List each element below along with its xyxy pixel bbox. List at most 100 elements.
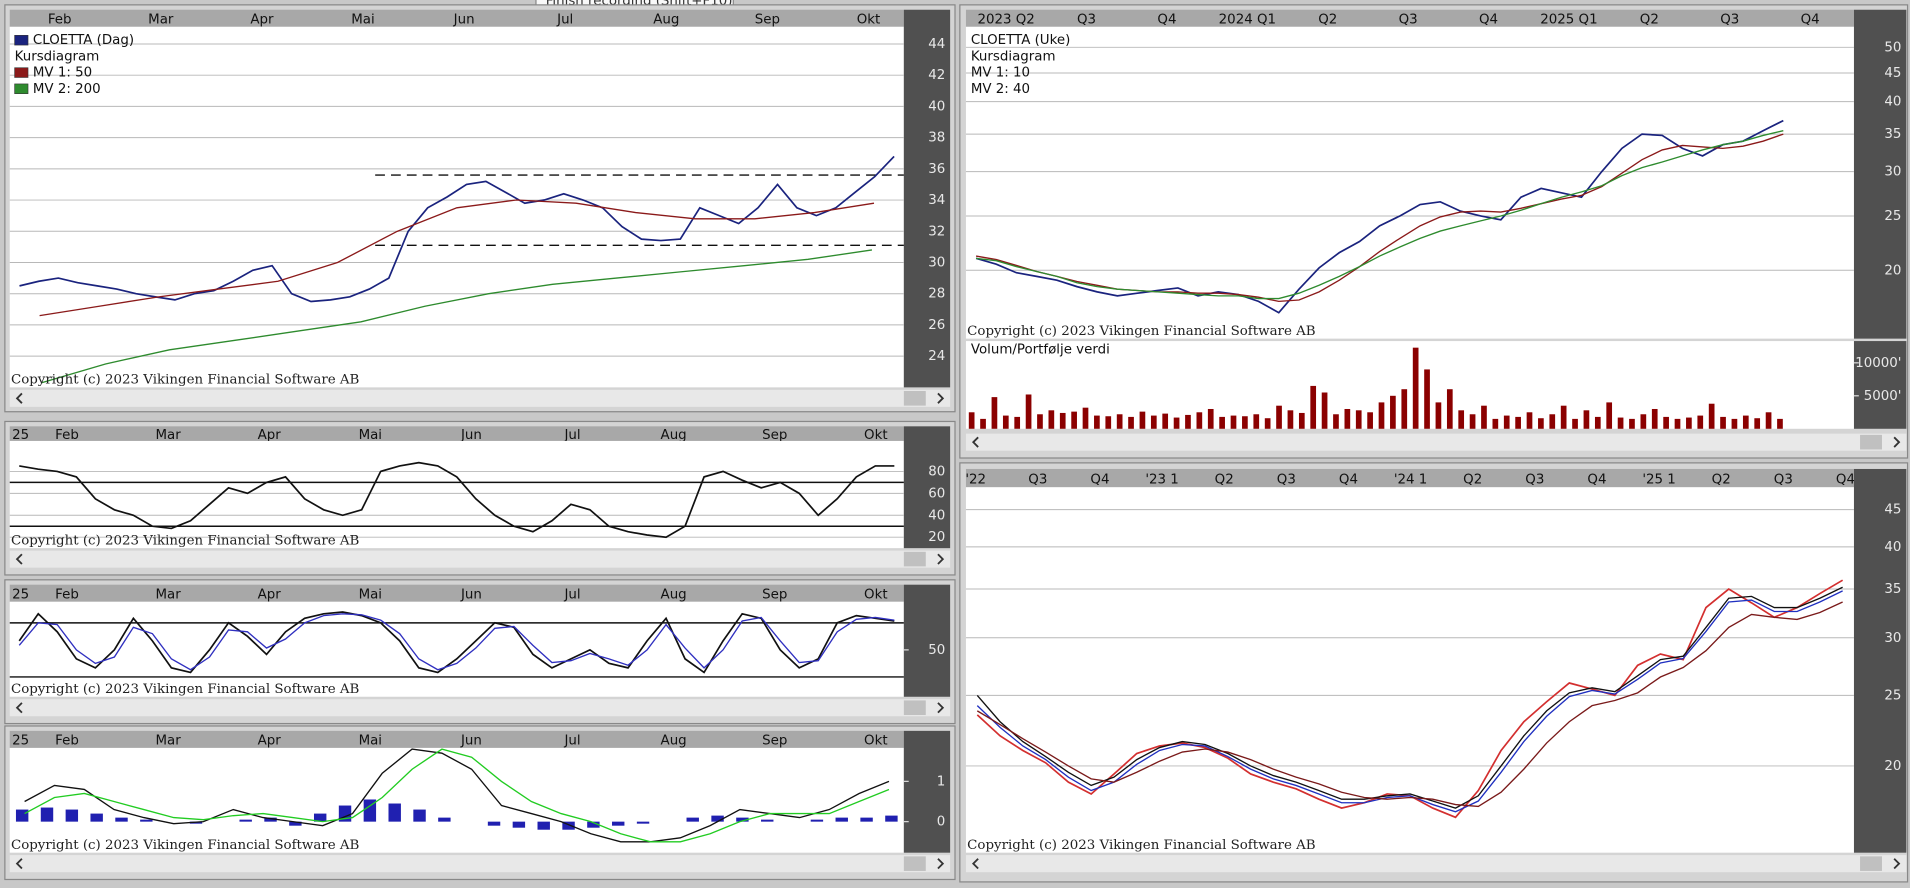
copyright: Copyright (c) 2023 Vikingen Financial So…: [967, 838, 1316, 853]
header-label: Aug: [653, 12, 679, 27]
legend-swatch: [14, 35, 29, 46]
scroll-left[interactable]: [15, 702, 23, 714]
header-label: Feb: [48, 12, 72, 27]
scrollbar-track[interactable]: [9, 855, 951, 873]
y-tick-label: 38: [928, 131, 945, 146]
header-label: Jun: [460, 428, 482, 443]
bar: [239, 819, 252, 822]
bar: [264, 817, 277, 822]
bar: [1697, 415, 1704, 429]
header-label: Q2: [1318, 12, 1337, 27]
header-label: Jun: [453, 12, 475, 27]
y-tick-label: 50: [928, 643, 945, 658]
bar: [991, 397, 998, 429]
scroll-left[interactable]: [971, 436, 979, 448]
header-label: Sep: [762, 734, 787, 749]
bar: [1128, 416, 1134, 429]
scroll-right[interactable]: [937, 392, 945, 404]
bar: [1094, 415, 1100, 429]
y-tick-label: 35: [1884, 127, 1901, 142]
header-label: Apr: [258, 734, 282, 749]
bar: [1458, 410, 1465, 429]
header-label: Q2: [1463, 472, 1482, 487]
bar: [1333, 414, 1339, 429]
bar: [537, 821, 550, 830]
value-axis: [1853, 468, 1907, 853]
y-tick-label: 20: [1884, 759, 1901, 774]
y-tick-label: 44: [928, 37, 945, 52]
bar: [1321, 392, 1328, 429]
bar: [761, 819, 774, 822]
legend-swatch: [14, 83, 29, 94]
scrollbar-track[interactable]: [965, 855, 1907, 873]
scroll-left[interactable]: [15, 858, 23, 870]
scrollbar-thumb[interactable]: [1860, 856, 1882, 871]
bar: [612, 821, 625, 826]
scrollbar-thumb[interactable]: [903, 700, 926, 716]
header-label: Jul: [556, 12, 573, 27]
header-bar: [9, 584, 904, 602]
bar: [1162, 413, 1169, 429]
y-tick-label: 45: [1884, 503, 1901, 518]
header-label: Mar: [155, 587, 181, 602]
scroll-left[interactable]: [15, 553, 23, 565]
series-line: [19, 155, 895, 303]
bar: [1014, 416, 1021, 429]
scroll-right[interactable]: [1893, 858, 1901, 870]
plot-area: [965, 487, 1854, 853]
bar: [980, 418, 986, 429]
y-tick-label: 10000': [1855, 356, 1901, 371]
bar: [1230, 415, 1237, 429]
scrollbar-thumb[interactable]: [903, 391, 926, 406]
value-axis: [1853, 9, 1907, 339]
bar: [1173, 417, 1180, 429]
header-label: Feb: [55, 428, 79, 443]
scroll-right[interactable]: [937, 553, 945, 565]
bar: [1731, 418, 1738, 429]
header-bar: [965, 468, 1854, 488]
header-label: Q3: [1720, 12, 1739, 27]
scroll-right[interactable]: [1893, 436, 1901, 448]
scrollbar-track[interactable]: [9, 550, 951, 568]
y-tick-label: 25: [1884, 209, 1901, 224]
header-label: Q2: [1712, 472, 1731, 487]
scroll-right[interactable]: [937, 858, 945, 870]
scrollbar-thumb[interactable]: [903, 551, 926, 567]
legend-swatch: [14, 67, 29, 78]
header-label: Q4: [1339, 472, 1358, 487]
bar: [1298, 412, 1305, 429]
header-lead: 25: [12, 587, 29, 602]
bar: [388, 803, 401, 822]
bar: [1082, 407, 1089, 429]
y-tick-label: 20: [928, 530, 945, 545]
bar: [289, 821, 302, 826]
scrollbar-track[interactable]: [9, 389, 951, 407]
header-label: Q3: [1077, 12, 1096, 27]
bar: [1435, 402, 1442, 429]
series-line: [41, 249, 873, 384]
scrollbar-thumb[interactable]: [1860, 434, 1882, 450]
scrollbar-thumb[interactable]: [903, 856, 926, 871]
bar: [1310, 385, 1317, 429]
bar: [1139, 411, 1146, 429]
y-tick-label: 34: [928, 193, 945, 208]
scroll-right[interactable]: [937, 702, 945, 714]
bar: [413, 809, 426, 822]
series-line: [976, 586, 1843, 809]
y-tick-label: 40: [1884, 95, 1901, 110]
bar: [1720, 416, 1726, 429]
scroll-left[interactable]: [15, 392, 23, 404]
header-label: Q4: [1157, 12, 1176, 27]
bar: [1344, 408, 1351, 429]
bar: [1446, 389, 1453, 429]
bar: [40, 807, 54, 822]
y-tick-label: 30: [1884, 631, 1901, 646]
scrollbar-track[interactable]: [9, 699, 951, 717]
panel-title: Volum/Portfølje verdi: [971, 343, 1110, 358]
series-line: [976, 590, 1843, 813]
bar: [1276, 405, 1282, 429]
scroll-left[interactable]: [971, 858, 979, 870]
header-label: Okt: [864, 428, 888, 443]
scrollbar-track[interactable]: [965, 433, 1907, 451]
header-lead: 25: [12, 428, 29, 443]
